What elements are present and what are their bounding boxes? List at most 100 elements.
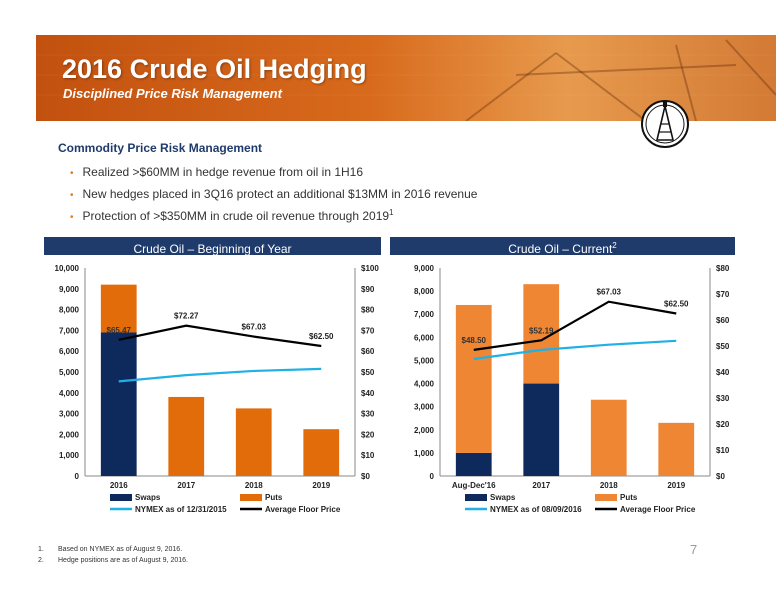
nymex-line (473, 339, 677, 361)
y-tick-label: 2,000 (59, 430, 80, 439)
y2-tick-label: $30 (361, 410, 375, 419)
legend-swatch (240, 494, 262, 501)
company-logo (641, 100, 689, 148)
y-tick-label: 8,000 (59, 306, 80, 315)
legend-swatch (465, 494, 487, 501)
y-tick-label: 0 (75, 472, 80, 481)
nymex-line (118, 367, 322, 383)
floor-price-label: $72.27 (174, 312, 199, 321)
legend-swatch (110, 494, 132, 501)
y2-tick-label: $100 (361, 264, 379, 273)
left-chart-header: Crude Oil – Beginning of Year (44, 237, 381, 256)
y-tick-label: 7,000 (59, 326, 80, 335)
footnote: 2. Hedge positions are as of August 9, 20… (38, 557, 188, 564)
y-tick-label: 6,000 (414, 333, 435, 342)
x-tick-label: 2016 (110, 481, 128, 490)
floor-price-label: $52.19 (529, 326, 554, 335)
y2-tick-label: $20 (361, 430, 375, 439)
y-tick-label: 8,000 (414, 287, 435, 296)
y-tick-label: 2,000 (414, 426, 435, 435)
y2-tick-label: $50 (716, 342, 730, 351)
bullet-list: • Realized >$60MM in hedge revenue from o… (70, 161, 477, 227)
legend-label: Swaps (135, 493, 161, 502)
x-tick-label: 2018 (245, 481, 263, 490)
header-banner (36, 35, 776, 121)
section-heading: Commodity Price Risk Management (58, 141, 263, 155)
y-tick-label: 10,000 (55, 264, 80, 273)
y-tick-label: 9,000 (59, 285, 80, 294)
right-hedge-chart: 0 1,000 2,000 3,000 4,000 5,000 6,000 7,000 8,00… (414, 264, 730, 514)
y-tick-label: 4,000 (414, 380, 435, 389)
legend-label: Average Floor Price (265, 505, 341, 514)
y2-tick-label: $70 (361, 326, 375, 335)
legend-label: NYMEX as of 12/31/2015 (135, 505, 227, 514)
y2-tick-label: $90 (361, 285, 375, 294)
puts-bar (168, 396, 205, 476)
bullet-icon: • (70, 168, 74, 179)
bullet-item: • Protection of >$350MM in crude oil reve… (70, 208, 394, 223)
y2-tick-label: $10 (361, 451, 375, 460)
y2-tick-label: $70 (716, 290, 730, 299)
y2-tick-label: $40 (361, 389, 375, 398)
bullet-item: • Realized >$60MM in hedge revenue from o… (70, 165, 364, 179)
floor-price-label: $48.50 (462, 336, 487, 345)
swaps-bar (100, 332, 137, 476)
y-tick-label: 3,000 (414, 403, 435, 412)
x-tick-label: 2019 (312, 481, 330, 490)
x-tick-label: 2017 (532, 481, 550, 490)
y2-tick-label: $60 (716, 316, 730, 325)
page-number: 7 (690, 542, 698, 557)
puts-bar (455, 304, 492, 453)
y-tick-label: 9,000 (414, 264, 435, 273)
puts-bar (100, 284, 137, 333)
floor-price-label: $65.47 (107, 326, 132, 335)
puts-bar (235, 408, 272, 476)
x-tick-label: Aug-Dec'16 (452, 481, 496, 490)
bullet-item: • New hedges placed in 3Q16 protect an ad… (70, 187, 478, 201)
y-tick-label: 0 (430, 472, 435, 481)
y-tick-label: 1,000 (414, 449, 435, 458)
x-tick-label: 2017 (177, 481, 195, 490)
legend-label: Swaps (490, 493, 516, 502)
swaps-bar (455, 452, 492, 476)
puts-bar (303, 429, 340, 476)
y2-tick-label: $40 (716, 368, 730, 377)
floor-price-label: $62.50 (309, 332, 334, 341)
y-tick-label: 7,000 (414, 310, 435, 319)
legend-label: Puts (620, 493, 638, 502)
y2-tick-label: $0 (361, 472, 370, 481)
y-tick-label: 1,000 (59, 451, 80, 460)
oilfield-photo (36, 39, 776, 121)
page-title: 2016 Crude Oil Hedging (62, 54, 367, 84)
floor-price-label: $67.03 (597, 288, 622, 297)
y2-tick-label: $80 (716, 264, 730, 273)
y-tick-label: 5,000 (414, 356, 435, 365)
left-hedge-chart: 0 1,000 2,000 3,000 4,000 5,000 6,000 7,000 8,00… (55, 264, 380, 514)
right-chart-header: Crude Oil – Current2 (390, 237, 735, 256)
floor-price-line (118, 324, 322, 348)
y2-tick-label: $10 (716, 446, 730, 455)
swaps-bar (523, 383, 560, 476)
y-tick-label: 3,000 (59, 410, 80, 419)
floor-price-label: $67.03 (242, 323, 267, 332)
bullet-icon: • (70, 190, 74, 201)
x-tick-label: 2018 (600, 481, 618, 490)
y-tick-label: 6,000 (59, 347, 80, 356)
y2-tick-label: $0 (716, 472, 725, 481)
legend-label: Average Floor Price (620, 505, 696, 514)
puts-bar (590, 399, 627, 476)
y2-tick-label: $80 (361, 306, 375, 315)
footnotes: 1. Based on NYMEX as of August 9, 2016. 2… (38, 544, 188, 566)
footnote: 1. Based on NYMEX as of August 9, 2016. (38, 546, 183, 553)
y-tick-label: 5,000 (59, 368, 80, 377)
legend-label: Puts (265, 493, 283, 502)
legend-label: NYMEX as of 08/09/2016 (490, 505, 582, 514)
y2-tick-label: $50 (361, 368, 375, 377)
x-tick-label: 2019 (667, 481, 685, 490)
legend-swatch (595, 494, 617, 501)
floor-price-label: $62.50 (664, 300, 689, 309)
puts-bar (658, 422, 695, 476)
y2-tick-label: $30 (716, 394, 730, 403)
y-tick-label: 4,000 (59, 389, 80, 398)
floor-price-line (473, 300, 677, 351)
